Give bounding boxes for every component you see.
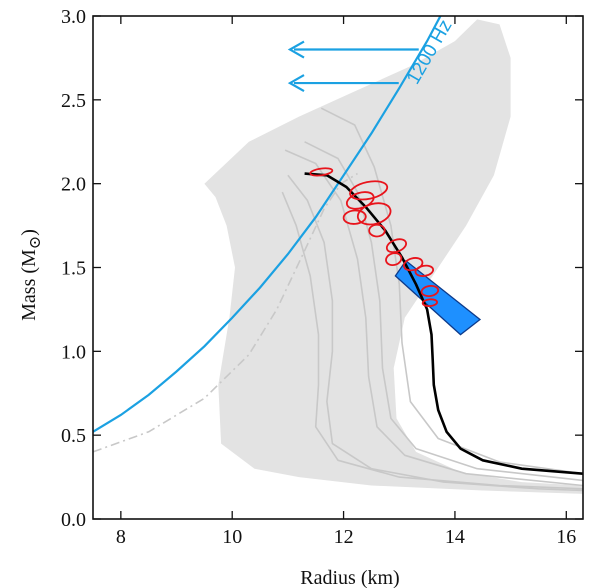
- gray-eos-curve-3: [304, 141, 583, 482]
- y-tick-label-0.5: 0.5: [61, 425, 86, 447]
- x-tick-label-14: 14: [445, 526, 465, 548]
- red-contour-7: [385, 238, 407, 254]
- red-contour-5: [342, 209, 367, 225]
- black-eos-curve: [304, 172, 583, 475]
- red-contour-12: [421, 298, 438, 308]
- y-tick-label-1: 1.0: [61, 341, 86, 363]
- gray-eos-curve-4: [320, 107, 583, 475]
- leftward-arrow-head-2: [287, 74, 305, 93]
- red-contour-10: [414, 264, 435, 277]
- gray-eos-curve-5: [281, 191, 583, 490]
- plot-area: 1200 Hz: [93, 16, 583, 494]
- y-axis-title-text: Mass (M: [18, 249, 40, 321]
- x-axis-title: Radius (km): [300, 567, 399, 588]
- x-tick-label-12: 12: [334, 526, 354, 548]
- red-contour-6: [368, 223, 386, 238]
- x-tick-label-10: 10: [222, 526, 242, 548]
- gray-allowed-region: [204, 19, 583, 494]
- red-contour-1: [309, 167, 334, 177]
- leftward-arrow-head-1: [287, 40, 305, 59]
- y-tick-label-3: 3.0: [61, 6, 86, 28]
- y-tick-label-1.5: 1.5: [61, 258, 86, 280]
- red-contour-4: [356, 202, 392, 226]
- y-axis-title-close: ): [18, 229, 40, 236]
- red-contour-8: [385, 252, 403, 267]
- y-tick-label-0: 0.0: [61, 509, 86, 531]
- gray-dashdot-curve: [93, 172, 358, 453]
- x-tick-label-16: 16: [556, 526, 576, 548]
- axes: 8 10 12 14 16 0.0 0.5 1.0 1.5 2.0 2.5 3.0: [61, 6, 583, 548]
- y-tick-label-2: 2.0: [61, 174, 86, 196]
- y-axis-title: Mass (M⊙): [18, 229, 44, 321]
- x-tick-label-8: 8: [116, 526, 126, 548]
- gray-eos-curve-1: [287, 174, 583, 492]
- blue-constraint-band: [394, 259, 482, 336]
- gray-eos-curve-2: [284, 149, 583, 487]
- red-contour-9: [403, 257, 424, 272]
- y-tick-label-2.5: 2.5: [61, 90, 86, 112]
- spin-limit-curve: [93, 16, 442, 433]
- red-contour-11: [420, 284, 440, 297]
- red-contour-2: [349, 180, 389, 201]
- solar-mass-symbol: ⊙: [27, 236, 44, 249]
